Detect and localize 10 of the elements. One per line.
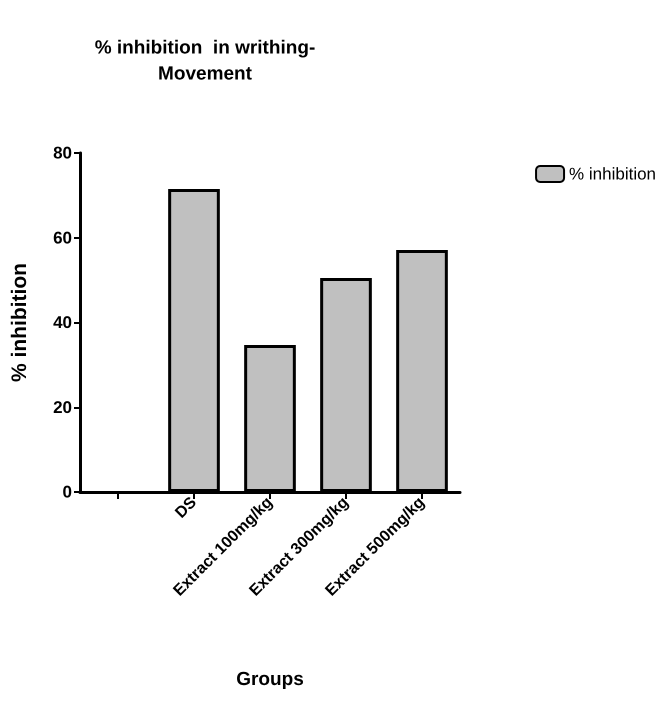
x-axis-title: Groups — [236, 669, 304, 690]
y-tick-label: 0 — [62, 482, 72, 502]
chart-title: % inhibition in writhing- Movement — [94, 38, 316, 84]
y-tick-label: 40 — [53, 313, 72, 332]
y-axis-title: % inhibition — [8, 263, 31, 382]
y-tick-label: 20 — [53, 398, 72, 417]
x-tick-label: DS — [172, 494, 200, 522]
legend-label: % inhibition — [569, 164, 656, 184]
y-tick-label: 80 — [53, 144, 72, 162]
y-tick-label: 60 — [53, 228, 72, 248]
